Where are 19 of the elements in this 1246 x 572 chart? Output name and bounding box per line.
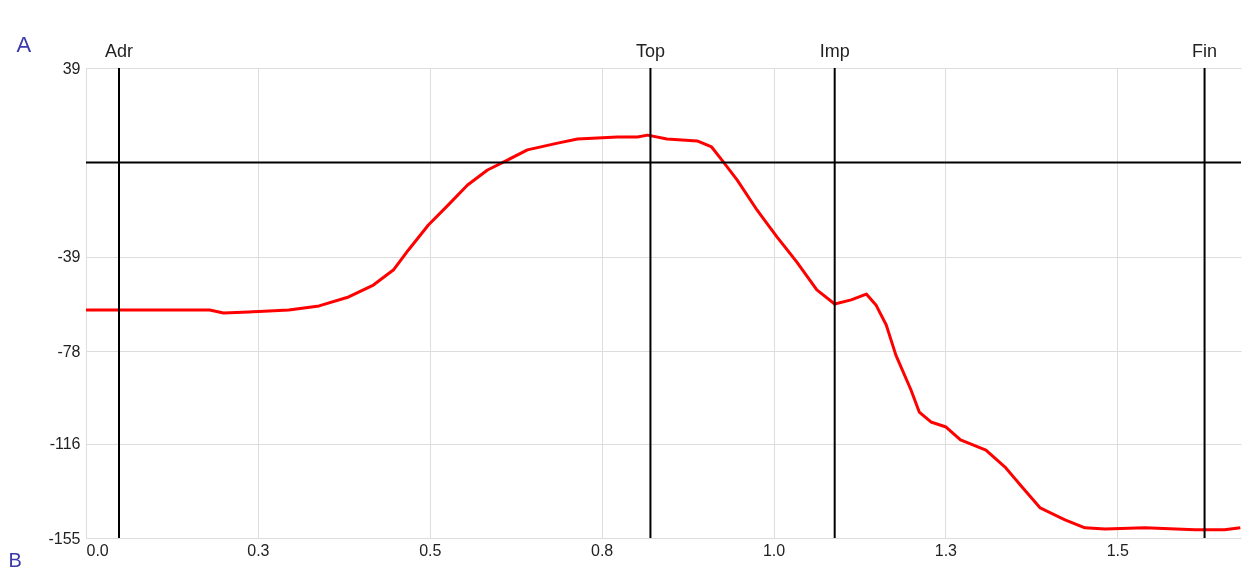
x-tick-label: 0.8 (591, 541, 614, 559)
x-tick-label: 1.3 (934, 541, 958, 559)
y-axis-title: A (16, 31, 32, 57)
x-tick-label: 0.5 (419, 541, 442, 559)
x-tick-label: 1.5 (1106, 541, 1129, 559)
x-axis-title: B (8, 548, 22, 571)
y-tick-label: -116 (49, 435, 81, 453)
x-tick-label: 1.0 (762, 541, 786, 559)
y-tick-label: -155 (48, 529, 81, 547)
ref-line-label: Top (635, 41, 665, 61)
ref-line-label: Adr (104, 41, 134, 61)
ref-line-label: Imp (819, 41, 850, 61)
ref-line-label: Fin (1192, 41, 1218, 61)
y-tick-label: 39 (62, 59, 81, 77)
x-tick-label: 0.3 (247, 541, 270, 559)
x-tick-label: 0.0 (86, 541, 109, 559)
y-tick-label: -78 (57, 342, 81, 360)
y-tick-label: -39 (57, 248, 81, 266)
line-series (86, 133, 1241, 532)
